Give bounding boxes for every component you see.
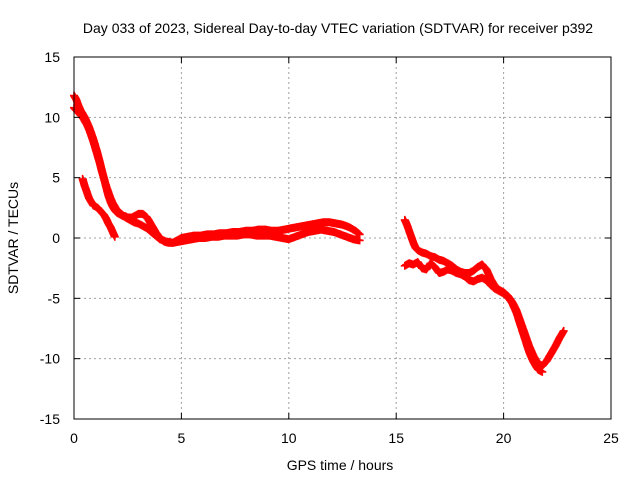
y-tick-label: -10 (40, 351, 60, 367)
y-axis-label: SDTVAR / TECUs (5, 182, 21, 294)
y-tick-label: 5 (52, 170, 60, 186)
x-axis-label: GPS time / hours (287, 457, 394, 473)
data-point (559, 326, 568, 335)
axis-ticks (73, 56, 612, 420)
y-tick-labels: -15 -10 -5 0 5 10 15 (40, 49, 60, 427)
data-point (538, 367, 547, 376)
x-tick-label: 25 (603, 430, 619, 446)
series-sat-track-e (400, 258, 547, 376)
series-sat-track-a (70, 91, 364, 247)
x-tick-label: 5 (178, 430, 186, 446)
x-tick-label: 0 (70, 430, 78, 446)
x-tick-labels: 0 5 10 15 20 25 (70, 430, 619, 446)
y-tick-label: 15 (44, 49, 60, 65)
series-sat-track-d (400, 215, 568, 370)
y-tick-label: 0 (52, 230, 60, 246)
data-point (110, 232, 119, 241)
data-series (70, 91, 568, 376)
data-point (355, 236, 364, 245)
x-tick-label: 15 (388, 430, 404, 446)
series-sat-track-c (78, 174, 119, 241)
y-tick-label: -15 (40, 411, 60, 427)
chart-title: Day 033 of 2023, Sidereal Day-to-day VTE… (83, 20, 593, 36)
series-sat-track-b (70, 103, 364, 247)
x-tick-label: 20 (496, 430, 512, 446)
y-tick-label: -5 (48, 290, 61, 306)
x-tick-label: 10 (281, 430, 297, 446)
y-tick-label: 10 (44, 109, 60, 125)
